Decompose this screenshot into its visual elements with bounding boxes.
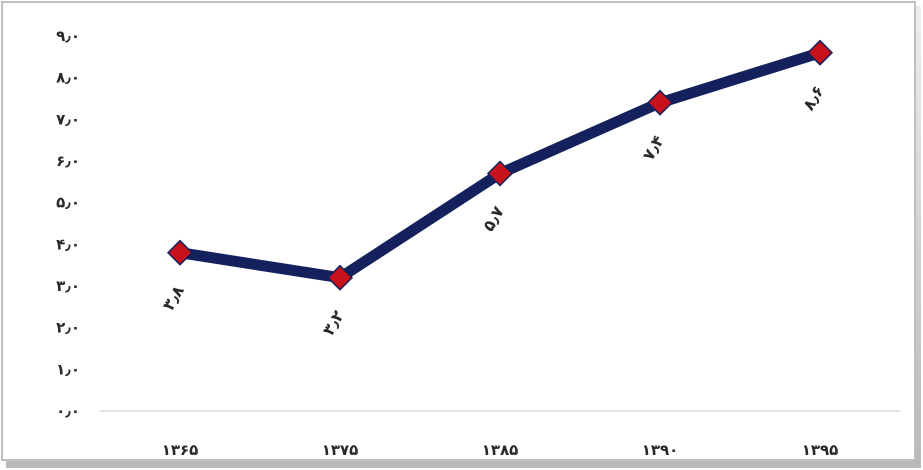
y-tick-label: ۱٫۰: [56, 360, 80, 378]
y-tick-label: ۲٫۰: [56, 319, 80, 337]
x-tick-label: ۱۳۶۵: [162, 441, 199, 459]
y-axis: ۰٫۰ ۱٫۰ ۲٫۰ ۳٫۰ ۴٫۰ ۵٫۰ ۶٫۰ ۷٫۰ ۸٫۰ ۹٫۰: [56, 27, 80, 420]
x-tick-label: ۱۳۹۰: [642, 441, 679, 459]
markers: [166, 39, 834, 291]
x-tick-label: ۱۳۷۵: [322, 441, 359, 459]
data-point-marker: [326, 264, 354, 291]
x-tick-label: ۱۳۹۵: [802, 441, 839, 459]
y-tick-label: ۶٫۰: [56, 152, 80, 170]
y-tick-label: ۵٫۰: [56, 194, 80, 212]
data-point-marker: [646, 89, 674, 116]
chart-frame: [1, 1, 916, 461]
y-tick-label: ۰٫۰: [56, 402, 80, 420]
y-tick-label: ۹٫۰: [56, 27, 80, 45]
data-point-marker: [806, 39, 834, 66]
data-point-marker: [486, 160, 514, 187]
y-tick-label: ۳٫۰: [56, 277, 80, 295]
data-point-marker: [166, 239, 194, 266]
x-axis: ۱۳۶۵ ۱۳۷۵ ۱۳۸۵ ۱۳۹۰ ۱۳۹۵: [162, 441, 839, 459]
x-tick-label: ۱۳۸۵: [482, 441, 519, 459]
y-tick-label: ۴٫۰: [56, 235, 80, 253]
y-tick-label: ۷٫۰: [56, 110, 80, 128]
y-tick-label: ۸٫۰: [56, 69, 80, 87]
